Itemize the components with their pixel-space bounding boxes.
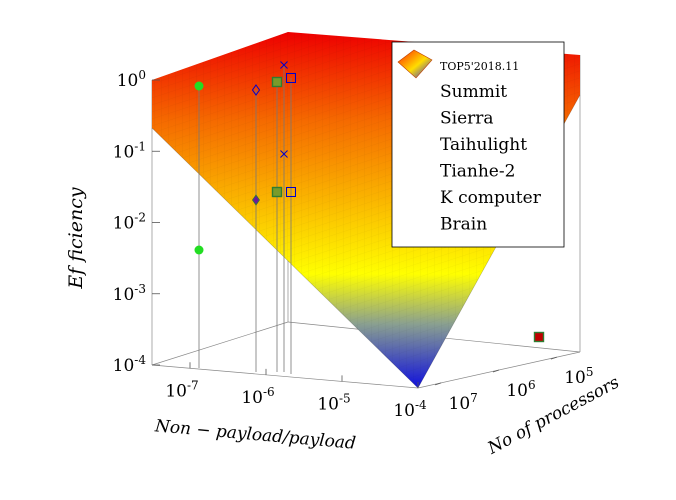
marker-stroke bbox=[280, 61, 288, 69]
marker-tianhe-2-filled bbox=[252, 194, 260, 206]
x-axis-ticks: 10-7 10-6 10-5 10-4 bbox=[165, 362, 427, 421]
marker-taihulight bbox=[194, 245, 204, 255]
marker-brain bbox=[271, 186, 283, 198]
x-tick-label: 10-4 bbox=[393, 398, 427, 421]
marker-k-computer bbox=[280, 61, 288, 69]
marker-sierra bbox=[286, 73, 296, 83]
y-tick-mark bbox=[492, 369, 500, 373]
legend-entry: Tianhe-2 bbox=[440, 162, 515, 182]
z-tick-label: 10-1 bbox=[113, 139, 146, 162]
y-tick-label: 107 bbox=[449, 391, 478, 414]
legend-entry: Summit bbox=[440, 82, 507, 102]
marker-taihulight bbox=[194, 81, 204, 91]
x-tick-label: 10-7 bbox=[165, 378, 198, 401]
legend: TOP5'2018.11 Summit Sierra Taihulight Tianhe… bbox=[391, 41, 565, 248]
marker-k-computer bbox=[280, 150, 288, 158]
z-tick-label: 10-2 bbox=[113, 211, 146, 234]
y-axis-label: No of processors bbox=[484, 372, 623, 459]
legend-surface-icon bbox=[397, 49, 433, 79]
legend-surface-label: TOP5'2018.11 bbox=[440, 60, 519, 73]
marker-tianhe-2 bbox=[251, 84, 261, 96]
x-axis-label: Non − payload/payload bbox=[153, 416, 357, 454]
drop-lines bbox=[198, 65, 292, 374]
z-tick-label: 100 bbox=[117, 68, 146, 91]
legend-entry: Taihulight bbox=[440, 135, 527, 155]
z-axis-label: Ef ficiency bbox=[65, 187, 87, 289]
legend-entry: K computer bbox=[440, 188, 542, 208]
legend-entry: Brain bbox=[440, 215, 487, 235]
marker-stroke bbox=[280, 150, 288, 158]
y-tick-label: 106 bbox=[506, 378, 535, 401]
legend-surface-swatch bbox=[397, 49, 433, 79]
z-tick-label: 10-4 bbox=[113, 353, 147, 376]
x-tick-label: 10-6 bbox=[241, 385, 274, 408]
legend-entry: Sierra bbox=[440, 109, 494, 129]
y-tick-mark bbox=[550, 356, 557, 360]
x-tick-label: 10-5 bbox=[317, 391, 350, 414]
y-tick-mark bbox=[435, 382, 442, 386]
z-tick-label: 10-3 bbox=[113, 282, 146, 305]
marker-brain bbox=[271, 76, 283, 88]
marker-summit bbox=[533, 331, 545, 343]
marker-sierra bbox=[286, 187, 296, 197]
